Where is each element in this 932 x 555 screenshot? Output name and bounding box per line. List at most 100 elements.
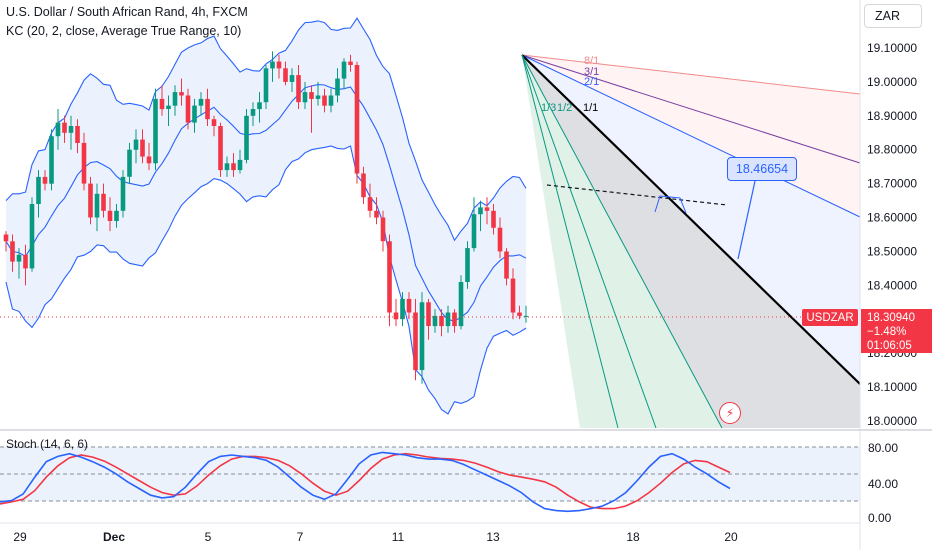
stoch-axis-0: 0.00 [868,511,892,525]
price-axis-label: 18.00000 [867,414,917,428]
candle-body [120,176,126,211]
stoch-axis-40: 40.00 [868,477,898,491]
fan-label-8-1: 8/1 [584,55,599,67]
candle-body [341,61,347,79]
stoch-k-line [0,451,731,513]
candle-body [107,210,113,221]
candle-body [452,312,457,327]
candle [36,170,41,218]
candle-body [302,92,308,103]
candle-body [497,227,503,252]
current-price-change: −1.48% [867,326,907,338]
fan-label-2-1: 2/1 [584,76,599,88]
candle [504,248,509,286]
candle-body [3,234,9,242]
candle-body [205,98,210,120]
candle [458,275,464,330]
candle [374,197,379,225]
candle-body [185,95,191,123]
candle [439,309,444,337]
currency-button[interactable]: ZAR [864,4,922,28]
candle [133,129,139,164]
candle-body [439,315,444,327]
candle-body [218,126,223,171]
candle-body [380,217,386,242]
candle [127,142,132,184]
candle [367,183,373,218]
price-axis-label: 18.60000 [867,211,917,225]
candle [471,197,477,252]
candle-body [491,210,496,228]
candle [523,305,529,323]
candle-body [517,312,522,316]
candle-body [270,61,275,69]
candle [270,51,275,82]
price-axis-label: 18.70000 [867,177,917,191]
stoch-d-line [0,452,731,510]
candle [49,129,54,191]
candle-body [192,105,197,123]
candle [510,268,516,320]
candle [478,200,483,232]
candle-body [484,207,490,211]
candle [497,217,503,259]
candle [237,149,243,174]
fan-line-3-1 [521,54,861,164]
candle-body [88,183,93,218]
fan-line-2-1 [521,54,861,218]
candle-body [283,68,288,82]
candle-body [29,204,35,269]
candle-body [114,210,119,221]
candle-body [140,139,145,157]
candle [322,88,327,113]
keltner-channel [5,17,527,415]
candle-body [101,193,106,211]
candle-body [354,65,360,174]
time-axis-label: 20 [724,530,738,544]
candle [335,68,340,103]
candle [465,241,470,289]
candle [452,309,457,333]
price-axis-label: 18.80000 [867,143,917,157]
fan-line-1-4 [521,54,619,429]
candle [276,54,282,79]
candle [341,58,347,89]
candle [68,115,74,150]
candle-body [419,302,425,371]
candle [315,81,321,106]
candle [426,298,431,340]
time-axis-label: 5 [205,530,212,544]
candle-body [335,78,340,96]
candle [211,115,217,137]
candle [16,248,22,279]
candle [400,292,405,327]
candle-body [387,241,392,313]
candle [81,132,87,191]
candle [309,85,314,133]
candle [88,176,93,225]
candle-body [36,176,41,204]
lightning-icon[interactable]: ⚡︎ [719,402,741,424]
candle-body [159,98,165,110]
current-price-value: 18.30940 [867,312,915,324]
candle [244,109,249,164]
time-axis-label: 11 [392,530,405,544]
candle [159,85,165,116]
candle [380,210,386,252]
candle-body [445,312,451,327]
candle-body [289,75,295,82]
candle-body [426,302,431,326]
candle [328,88,334,113]
callout-connector [737,180,756,260]
candle [432,309,438,333]
candle-body [523,315,529,317]
bar-countdown: 01:06:05 [867,340,912,352]
projection-path [654,195,687,214]
current-price-box: 18.30940 −1.48% 01:06:05 [861,309,932,353]
candle [153,88,158,171]
candle-body [244,115,249,160]
candle-body [94,193,100,218]
time-axis-label: 7 [297,530,304,544]
candle [114,204,119,228]
